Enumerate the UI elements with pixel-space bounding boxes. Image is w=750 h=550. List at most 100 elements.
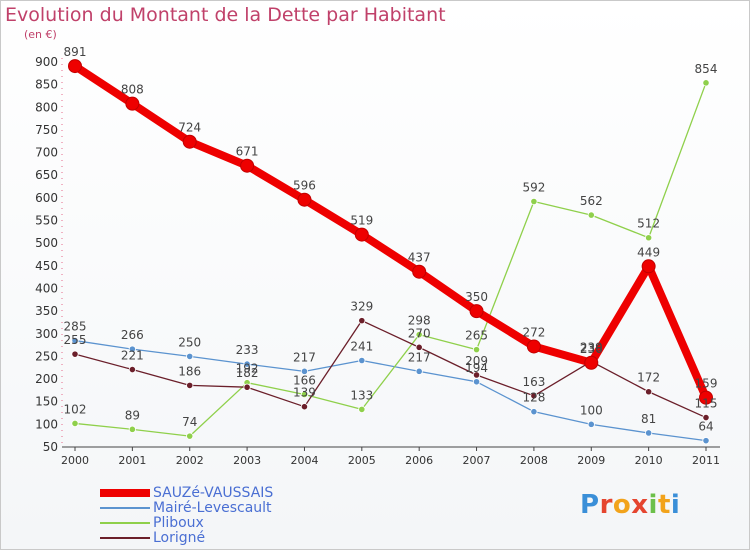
data-point-lorign	[71, 350, 79, 358]
data-point-lorign	[243, 383, 251, 391]
y-tick-label: 200	[35, 372, 58, 386]
proxiti-logo: Proxiti	[580, 490, 680, 520]
logo-letter: P	[580, 490, 600, 520]
y-tick-label: 400	[35, 281, 58, 295]
y-tick-label: 250	[35, 349, 58, 363]
y-tick-label: 150	[35, 395, 58, 409]
data-point-pliboux	[702, 79, 710, 87]
data-point-sauz-vaussais	[641, 259, 656, 274]
data-label-mair-levescault: 81	[641, 412, 656, 426]
data-label-pliboux: 265	[465, 329, 488, 343]
y-tick-label: 800	[35, 100, 58, 114]
data-point-mair-levescault	[415, 367, 423, 375]
data-point-pliboux	[128, 425, 136, 433]
legend-label: SAUZé-VAUSSAIS	[153, 485, 274, 501]
y-tick-label: 550	[35, 214, 58, 228]
data-label-pliboux: 74	[182, 415, 197, 429]
data-point-sauz-vaussais	[125, 96, 140, 111]
data-point-sauz-vaussais	[469, 304, 484, 319]
data-point-pliboux	[71, 419, 79, 428]
data-point-lorign	[128, 365, 136, 374]
data-label-sauz-vaussais: 272	[522, 325, 545, 339]
x-tick-label: 2007	[463, 454, 491, 467]
y-tick-label: 600	[35, 191, 58, 205]
x-tick-label: 2009	[577, 454, 605, 467]
data-point-pliboux	[358, 405, 366, 414]
data-point-sauz-vaussais	[354, 227, 369, 242]
series-line-mair-levescault	[74, 339, 707, 442]
data-label-mair-levescault: 128	[522, 391, 545, 405]
legend-swatch	[100, 522, 150, 524]
data-label-sauz-vaussais: 891	[64, 45, 87, 59]
data-point-sauz-vaussais	[182, 134, 197, 149]
data-label-sauz-vaussais: 724	[178, 121, 201, 135]
data-label-sauz-vaussais: 596	[293, 179, 316, 193]
legend-swatch	[100, 537, 150, 539]
series-line-lorign	[74, 319, 707, 419]
data-label-lorign: 270	[408, 326, 431, 340]
legend-swatch	[100, 489, 150, 497]
logo-letter: i	[648, 490, 658, 520]
data-label-pliboux: 854	[695, 62, 718, 76]
data-point-pliboux	[645, 234, 653, 242]
data-label-sauz-vaussais: 449	[637, 245, 660, 259]
data-label-sauz-vaussais: 159	[695, 377, 718, 391]
data-label-lorign: 329	[350, 300, 373, 314]
data-label-pliboux: 298	[408, 314, 431, 328]
data-point-lorign	[530, 392, 538, 400]
data-label-pliboux: 592	[522, 181, 545, 195]
data-label-lorign: 182	[236, 366, 259, 380]
data-label-sauz-vaussais: 350	[465, 290, 488, 304]
data-point-mair-levescault	[587, 420, 595, 428]
data-point-mair-levescault	[472, 378, 481, 386]
series-line-pliboux	[74, 82, 707, 437]
data-point-lorign	[186, 381, 194, 389]
data-label-sauz-vaussais: 236	[580, 342, 603, 356]
data-label-sauz-vaussais: 671	[236, 145, 259, 159]
y-tick-label: 500	[35, 236, 58, 250]
x-tick-label: 2008	[520, 454, 548, 467]
data-point-mair-levescault	[702, 437, 710, 445]
data-point-pliboux	[300, 390, 309, 399]
data-point-sauz-vaussais	[240, 158, 255, 173]
data-point-lorign	[472, 371, 481, 379]
data-point-sauz-vaussais	[526, 339, 541, 354]
data-label-sauz-vaussais: 808	[121, 83, 144, 97]
data-label-mair-levescault: 217	[293, 350, 316, 364]
legend-label: Pliboux	[153, 515, 204, 531]
data-label-lorign: 209	[465, 354, 488, 368]
data-label-sauz-vaussais: 519	[350, 214, 373, 228]
data-label-pliboux: 102	[64, 402, 87, 416]
data-point-lorign	[300, 403, 309, 411]
data-label-pliboux: 133	[350, 388, 373, 402]
data-point-mair-levescault	[358, 356, 366, 365]
data-point-mair-levescault	[71, 336, 79, 345]
legend-swatch	[100, 507, 150, 509]
data-label-pliboux: 192	[236, 362, 259, 376]
data-point-mair-levescault	[645, 429, 653, 437]
data-label-lorign: 163	[522, 375, 545, 389]
data-label-mair-levescault: 100	[580, 403, 603, 417]
y-tick-label: 50	[43, 440, 58, 454]
data-point-mair-levescault	[243, 360, 251, 368]
data-label-lorign: 172	[637, 371, 660, 385]
data-label-pliboux: 512	[637, 217, 660, 231]
logo-letter: o	[612, 490, 632, 520]
data-label-mair-levescault: 233	[236, 343, 259, 357]
data-label-lorign: 221	[121, 349, 144, 363]
data-point-mair-levescault	[128, 345, 136, 353]
data-point-pliboux	[415, 331, 423, 339]
data-point-lorign	[702, 413, 710, 422]
data-label-mair-levescault: 285	[64, 320, 87, 334]
data-point-sauz-vaussais	[412, 264, 427, 279]
data-label-lorign: 239	[580, 340, 603, 354]
y-tick-label: 300	[35, 327, 58, 341]
data-label-lorign: 186	[178, 364, 201, 378]
data-label-mair-levescault: 64	[698, 420, 713, 434]
data-point-mair-levescault	[300, 367, 309, 375]
data-label-lorign: 255	[64, 333, 87, 347]
logo-letter: x	[631, 490, 649, 520]
data-label-mair-levescault: 266	[121, 328, 144, 342]
y-tick-label: 450	[35, 259, 58, 273]
